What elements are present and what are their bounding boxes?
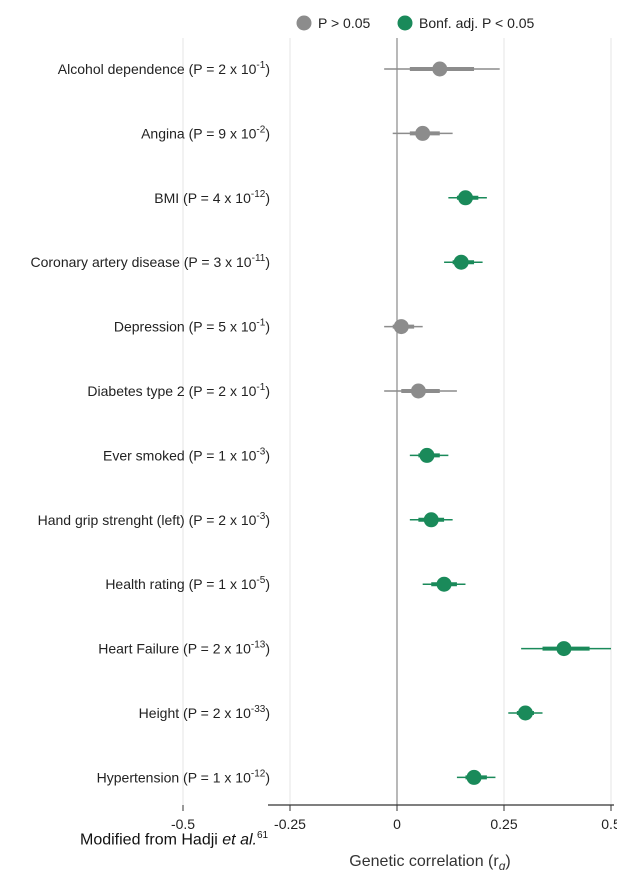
row-label: Angina (P = 9 x 10-2) [141, 124, 270, 141]
point-estimate [466, 769, 482, 785]
row-label: Diabetes type 2 (P = 2 x 10-1) [87, 382, 270, 399]
source-emphasis: et al. [222, 831, 257, 849]
point-estimate [423, 512, 439, 528]
point-estimate [453, 254, 469, 270]
x-tick-label: -0.25 [274, 816, 306, 832]
legend-label: Bonf. adj. P < 0.05 [419, 15, 535, 31]
row-label: Alcohol dependence (P = 2 x 10-1) [58, 60, 270, 77]
x-tick-label: -0.5 [171, 816, 195, 832]
point-estimate [415, 125, 431, 141]
row-label: Ever smoked (P = 1 x 10-3) [103, 446, 270, 463]
point-estimate [457, 190, 473, 206]
point-estimate [436, 576, 452, 592]
source-text: Modified from Hadji [80, 831, 223, 849]
legend-marker-nonsignificant [296, 15, 312, 31]
row-label: Hypertension (P = 1 x 10-12) [97, 768, 270, 785]
row-label: Health rating (P = 1 x 10-5) [105, 575, 270, 592]
source-ref: 61 [256, 830, 269, 841]
legend-label: P > 0.05 [318, 15, 371, 31]
legend-marker-significant [397, 15, 413, 31]
point-estimate [556, 641, 572, 657]
point-estimate [410, 383, 426, 399]
row-label: Coronary artery disease (P = 3 x 10-11) [30, 253, 270, 270]
point-estimate [419, 447, 435, 463]
source-note: Modified from Hadji et al.61 [80, 826, 270, 849]
row-label: Height (P = 2 x 10-33) [139, 704, 270, 721]
x-axis-title: Genetic correlation (rg) [349, 853, 510, 870]
point-estimate [393, 319, 409, 335]
x-tick-label: 0.25 [490, 816, 517, 832]
row-label: Depression (P = 5 x 10-1) [114, 318, 270, 335]
x-tick-label: 0 [393, 816, 401, 832]
row-label: Heart Failure (P = 2 x 10-13) [98, 640, 270, 657]
x-tick-label: 0.5 [601, 816, 617, 832]
row-label: BMI (P = 4 x 10-12) [154, 189, 270, 206]
point-estimate [517, 705, 533, 721]
row-label: Hand grip strenght (left) (P = 2 x 10-3) [38, 511, 270, 528]
point-estimate [432, 61, 448, 77]
